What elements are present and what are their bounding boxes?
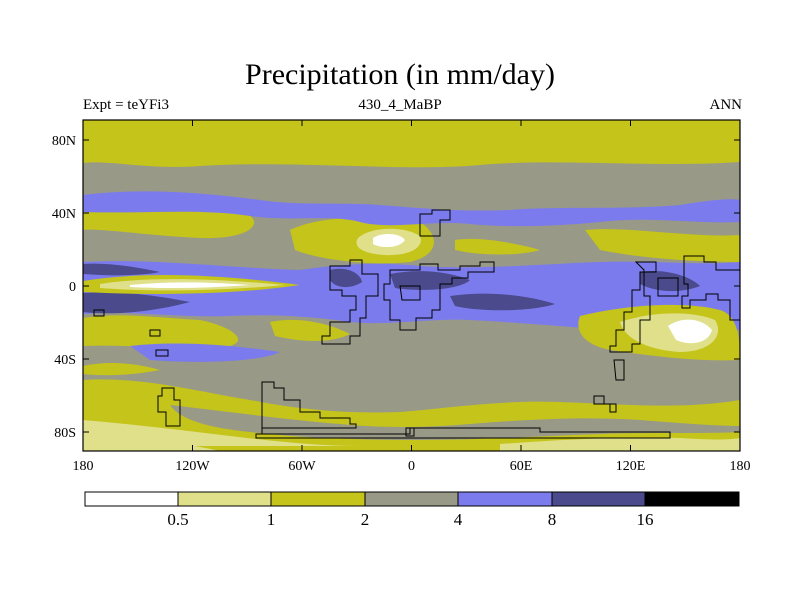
coast-small-island [613, 359, 625, 381]
lat-label-40n: 40N [52, 207, 76, 222]
experiment-label: Expt = teYFi3 [83, 97, 169, 113]
lon-label-0: 0 [408, 459, 415, 474]
coast-tiny-island-1 [93, 309, 105, 317]
wet-core-north-pacific [83, 263, 160, 276]
lat-label-80n: 80N [52, 134, 76, 149]
coast-north-island [419, 209, 451, 237]
coast-south-island [593, 395, 617, 413]
colorbar-label-2: 1 [267, 510, 276, 529]
lat-label-80s: 80S [54, 426, 76, 441]
colorbar-label-1: 0.5 [167, 510, 188, 529]
lat-label-0: 0 [69, 280, 76, 295]
coast-antarctica [255, 427, 671, 439]
colorbar-box-4 [364, 491, 459, 507]
coast-east-peninsula [609, 261, 657, 353]
season-label: ANN [709, 97, 743, 113]
n-midlat-yellow-west [83, 203, 255, 239]
coast-south-west-land [157, 387, 181, 427]
wet-core-africa [390, 271, 470, 290]
south-pole-light-east [500, 437, 740, 451]
colorbar-box-7 [644, 491, 740, 507]
itcz-band [83, 261, 740, 332]
coast-antarctica-ridge [261, 381, 357, 434]
coast-east-continent [681, 255, 741, 321]
n-midlat-yellow-east [585, 229, 740, 262]
driest-patch-north [373, 234, 405, 248]
coast-tiny-island-2 [149, 329, 161, 337]
lon-label-60e: 60E [510, 459, 533, 474]
coast-inland-lake [399, 285, 421, 301]
coast-west-continent [321, 259, 379, 345]
colorbar-label-6: 16 [637, 510, 654, 529]
colorbar-label-4: 4 [454, 510, 463, 529]
coast-central-continent [383, 261, 495, 331]
colorbar-label-3: 2 [361, 510, 370, 529]
colorbar-box-3 [270, 491, 366, 507]
lon-label-120w: 120W [175, 459, 210, 474]
coastlines [93, 209, 741, 439]
colorbar-box-1 [84, 491, 179, 507]
lon-label-180e: 180 [730, 459, 751, 474]
wet-core-west-pacific [83, 292, 190, 314]
south-pole-lighter [83, 431, 220, 451]
wet-core-indian [450, 293, 555, 311]
colorbar: 0.5 1 2 4 8 16 [84, 491, 740, 529]
coast-tiny-island-4 [405, 427, 415, 437]
dry-tongue-white [130, 282, 250, 289]
colorbar-box-6 [551, 491, 646, 507]
s-storm-track-west [130, 343, 280, 362]
lat-label-40s: 40S [54, 353, 76, 368]
contour-fill [83, 120, 740, 451]
n-storm-track [83, 191, 740, 227]
coast-tiny-island-3 [155, 349, 169, 357]
coast-east-island [657, 277, 679, 297]
driest-patch-south [668, 319, 712, 344]
lon-label-180w: 180 [73, 459, 94, 474]
colorbar-label-5: 8 [548, 510, 557, 529]
lon-axis: 180 120W 60W 0 60E 120E 180 [73, 120, 751, 474]
s-subtrop-yellow-west [83, 315, 239, 349]
lon-label-60w: 60W [288, 459, 316, 474]
colorbar-box-5 [457, 491, 553, 507]
wet-core-atlantic [330, 268, 362, 288]
map-title: Precipitation (in mm/day) [245, 58, 555, 91]
lon-label-120e: 120E [616, 459, 646, 474]
wet-core-east [640, 270, 700, 292]
colorbar-box-2 [177, 491, 272, 507]
antarctic-grey [170, 405, 740, 440]
n-midlat-yellow-small [455, 238, 540, 255]
north-polar-band [83, 120, 740, 168]
s-midlat-yellow-west [83, 363, 160, 376]
period-label: 430_4_MaBP [358, 97, 442, 113]
lat-axis: 80N 40N 0 40S 80S [52, 134, 740, 441]
